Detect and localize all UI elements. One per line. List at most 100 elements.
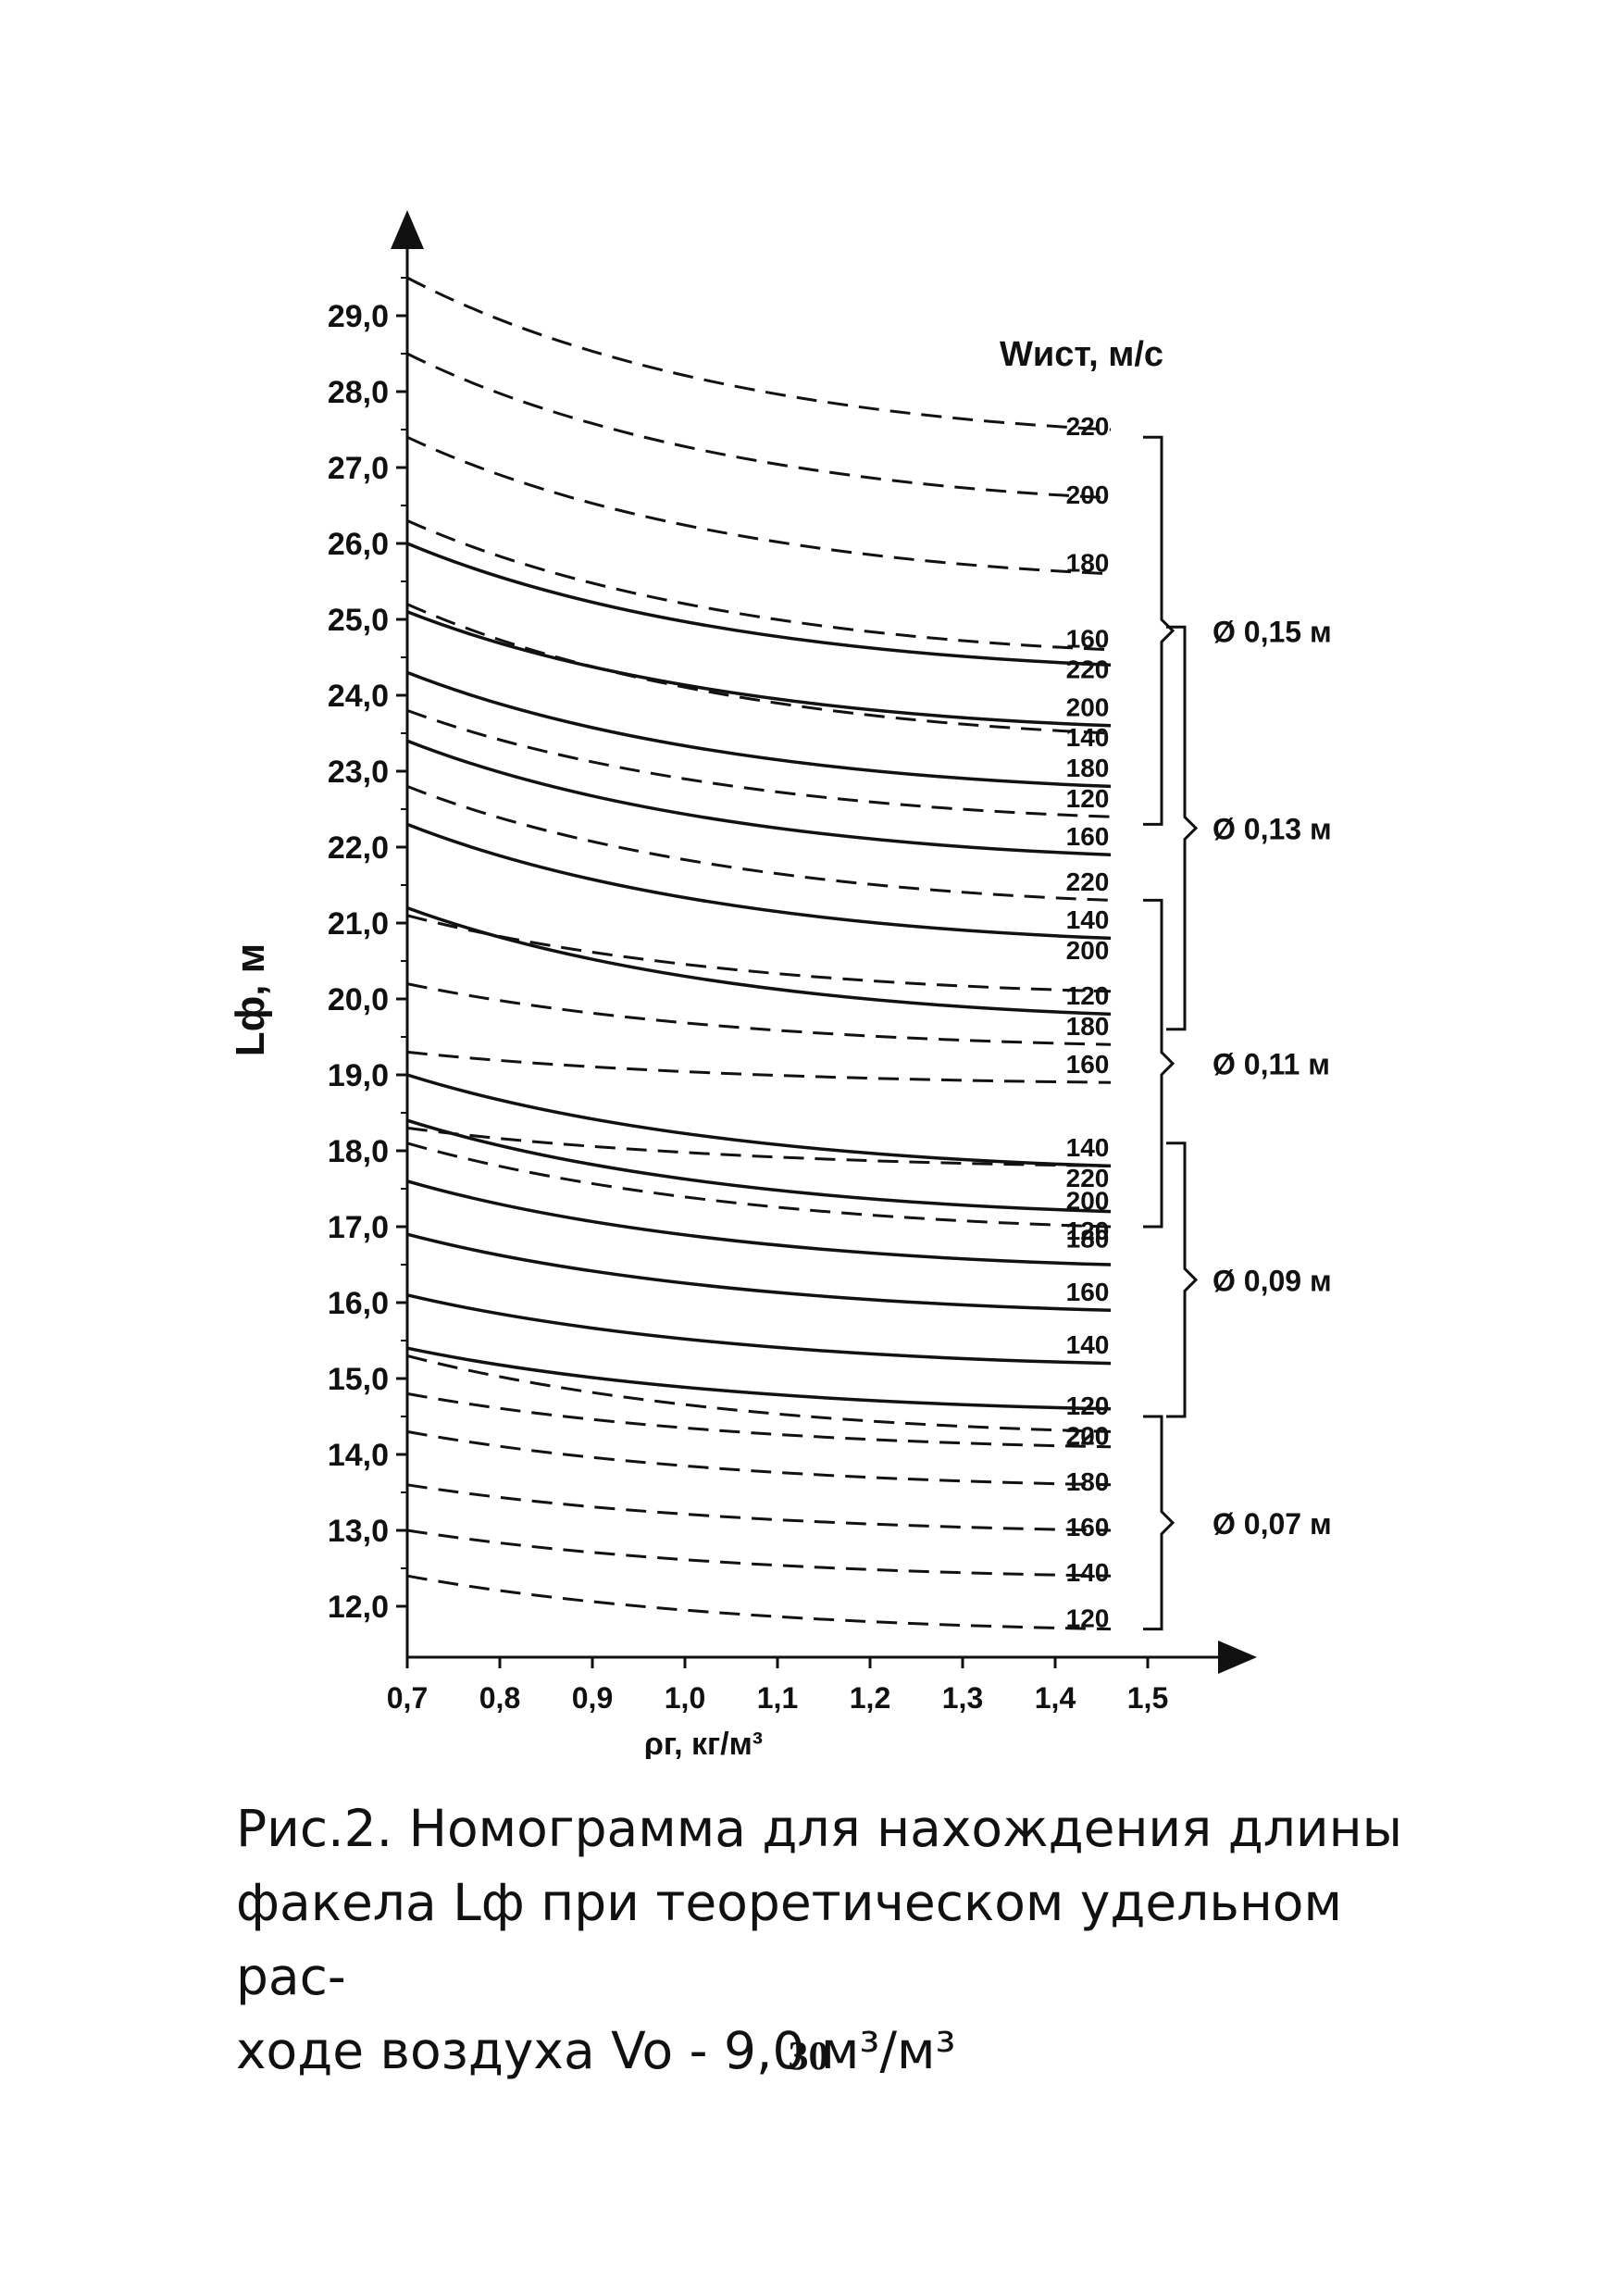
curve-label: 140 (1066, 1330, 1110, 1359)
x-tick-label: 1,5 (1127, 1681, 1168, 1715)
y-tick-label: 17,0 (328, 1210, 389, 1245)
nomogram-chart: 12,0 13,0 14,0 15,0 16,0 17,0 18,0 19,0 20,0 21,0… (228, 210, 1332, 1759)
curve-label: 160 (1066, 625, 1110, 654)
curve-label: 180 (1066, 1012, 1110, 1041)
curve-line (406, 1232, 1112, 1312)
caption-line-3: ходе воздуха Vo - 9,0 м³/м³ (236, 2021, 956, 2080)
y-tick-label: 22,0 (328, 830, 389, 866)
curve-line (406, 1142, 1112, 1229)
curve-line (406, 352, 1112, 500)
curve-line (406, 739, 1112, 856)
curve-line (406, 1346, 1112, 1411)
y-tick-label: 25,0 (328, 603, 389, 638)
y-tick-label: 14,0 (328, 1438, 389, 1473)
y-tick-group: 12,0 13,0 14,0 15,0 16,0 17,0 18,0 19,0 20,0 21,0… (328, 277, 407, 1625)
x-tick-label: 0,9 (572, 1681, 613, 1715)
curve-label: 180 (1066, 754, 1110, 782)
y-tick-label: 29,0 (328, 299, 389, 334)
x-tick-label: 1,1 (757, 1681, 798, 1715)
caption-line-2: факела Lф при теоретическом удельном рас… (236, 1873, 1342, 2006)
curve-label: 140 (1066, 905, 1110, 934)
curve-label: 120 (1066, 1391, 1110, 1420)
curve-line (406, 1179, 1112, 1267)
curve-label: 120 (1066, 1603, 1110, 1632)
curve-label: 200 (1066, 693, 1110, 721)
curves-group (406, 276, 1112, 1631)
curve-label: 200 (1066, 1186, 1110, 1215)
y-tick-label: 13,0 (328, 1514, 389, 1549)
curve-label: 140 (1066, 1133, 1110, 1162)
group-bracket (1143, 435, 1175, 826)
curve-label: 160 (1066, 1278, 1110, 1306)
curve-label: 220 (1066, 1422, 1110, 1451)
x-tick-label: 1,2 (850, 1681, 890, 1715)
legend-title: Wист, м/с (1000, 335, 1163, 374)
x-tick-label: 1,4 (1035, 1681, 1076, 1715)
curve-line (406, 1126, 1112, 1167)
curve-label: 120 (1066, 981, 1110, 1010)
curve-line (406, 914, 1112, 993)
curve-line (406, 982, 1112, 1046)
curve-line (406, 1574, 1112, 1631)
curve-label: 200 (1066, 480, 1110, 509)
group-label: Ø 0,07 м (1213, 1507, 1332, 1541)
figure-caption: Рис.2. Номограмма для нахождения длины ф… (236, 1791, 1458, 2088)
y-tick-label: 12,0 (328, 1590, 389, 1625)
curve-line (406, 708, 1112, 818)
curve-label: 180 (1066, 1467, 1110, 1496)
y-axis-label: Lф, м (228, 943, 273, 1056)
curve-label: 160 (1066, 1513, 1110, 1541)
curve-line (406, 1429, 1112, 1487)
curve-line (406, 603, 1112, 735)
y-tick-label: 21,0 (328, 906, 389, 942)
curve-line (406, 1073, 1112, 1168)
y-tick-label: 24,0 (328, 679, 389, 714)
curve-label: 160 (1066, 1050, 1110, 1079)
y-tick-label: 28,0 (328, 375, 389, 410)
y-tick-label: 19,0 (328, 1058, 389, 1093)
curve-label: 220 (1066, 655, 1110, 683)
curve-label: 200 (1066, 1422, 1110, 1451)
x-axis-label: ρг, кг/м³ (644, 1727, 763, 1759)
bracket-group: Ø 0,15 м Ø 0,13 м Ø 0,11 м Ø 0,09 м Ø 0,07 м (1143, 435, 1332, 1631)
curve-labels-group: 2202001801602202001401801201602201402001… (1066, 412, 1110, 1632)
y-tick-label: 26,0 (328, 527, 389, 562)
curve-line (406, 1293, 1112, 1366)
curve-line (406, 435, 1112, 576)
curve-label: 220 (1066, 867, 1110, 896)
curve-line (406, 670, 1112, 789)
group-bracket (1143, 898, 1175, 1229)
y-tick-label: 18,0 (328, 1134, 389, 1169)
curve-label: 120 (1066, 784, 1110, 813)
curve-line (406, 276, 1112, 431)
group-label: Ø 0,11 м (1213, 1048, 1330, 1081)
curve-label: 140 (1066, 723, 1110, 752)
group-bracket (1143, 1415, 1175, 1631)
x-tick-label: 1,0 (665, 1681, 705, 1715)
y-tick-label: 23,0 (328, 755, 389, 790)
curve-label: 180 (1066, 549, 1110, 578)
curve-line (406, 905, 1112, 1017)
group-bracket (1166, 625, 1199, 1031)
curve-line (406, 542, 1112, 667)
curve-line (406, 610, 1112, 728)
curve-label: 220 (1066, 412, 1110, 441)
curve-label: 160 (1066, 822, 1110, 851)
x-tick-label: 0,7 (387, 1681, 428, 1715)
group-label: Ø 0,15 м (1213, 615, 1332, 648)
curve-label: 140 (1066, 1558, 1110, 1587)
group-bracket (1166, 1142, 1199, 1418)
caption-line-1: Рис.2. Номограмма для нахождения длины (236, 1799, 1403, 1858)
curve-label: 120 (1066, 1217, 1110, 1245)
curve-line (406, 1391, 1112, 1449)
x-tick-label: 1,3 (942, 1681, 983, 1715)
curve-line (406, 519, 1112, 652)
curve-line (406, 785, 1112, 902)
y-tick-label: 16,0 (328, 1286, 389, 1321)
group-label: Ø 0,13 м (1213, 813, 1332, 846)
y-tick-label: 15,0 (328, 1362, 389, 1397)
curve-line (406, 1483, 1112, 1532)
x-tick-label: 0,8 (479, 1681, 520, 1715)
page-number: 30 (788, 2033, 829, 2078)
y-tick-label: 27,0 (328, 451, 389, 486)
